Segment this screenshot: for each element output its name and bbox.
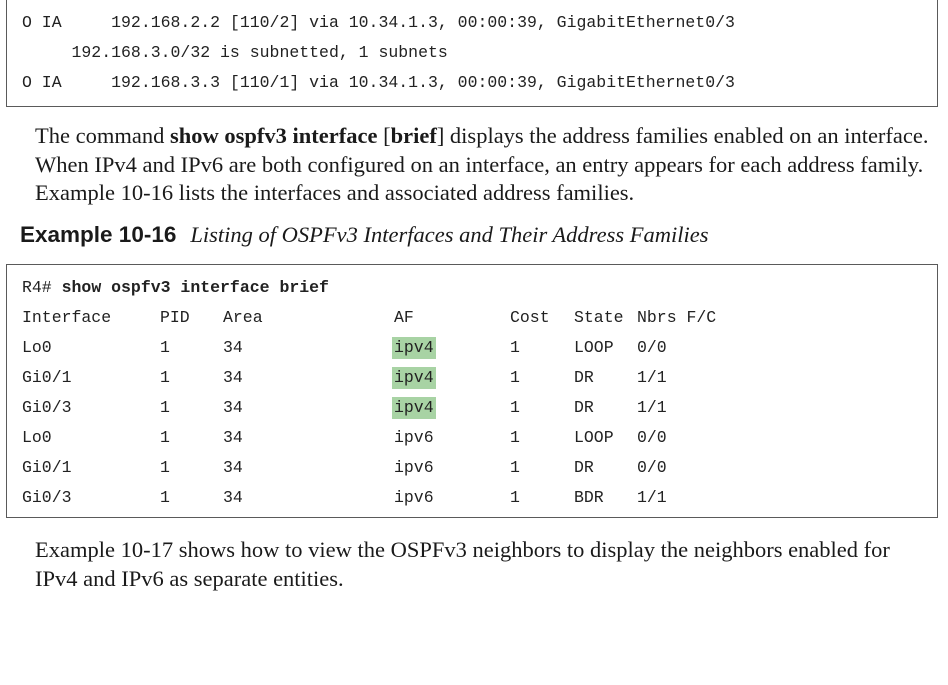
- header-pid: PID: [160, 308, 190, 327]
- cell-interface: Gi0/3: [22, 398, 72, 417]
- command-text: show ospfv3 interface: [169, 123, 378, 148]
- cell-interface: Lo0: [22, 428, 52, 447]
- cell-area: 34: [223, 368, 243, 387]
- table-row: Gi0/3 1 34 ipv4 1 DR 1/1: [22, 397, 922, 419]
- cell-af: ipv6: [394, 488, 434, 507]
- header-af: AF: [394, 308, 414, 327]
- table-row: Gi0/1 1 34 ipv4 1 DR 1/1: [22, 367, 922, 389]
- cell-state: DR: [574, 458, 594, 477]
- cell-nbrs: 1/1: [637, 368, 667, 387]
- cell-nbrs: 0/0: [637, 428, 667, 447]
- table-row: Gi0/3 1 34 ipv6 1 BDR 1/1: [22, 487, 922, 509]
- code-line: O IA 192.168.3.3 [110/1] via 10.34.1.3, …: [22, 73, 735, 92]
- table-row: Lo0 1 34 ipv4 1 LOOP 0/0: [22, 337, 922, 359]
- example-caption: Example 10-16 Listing of OSPFv3 Interface…: [20, 220, 708, 250]
- cell-interface: Lo0: [22, 338, 52, 357]
- table-header-row: Interface PID Area AF Cost State Nbrs F/…: [22, 307, 922, 329]
- cell-interface: Gi0/1: [22, 458, 72, 477]
- cell-nbrs: 1/1: [637, 398, 667, 417]
- cell-nbrs: 0/0: [637, 458, 667, 477]
- cell-nbrs: 0/0: [637, 338, 667, 357]
- cell-cost: 1: [510, 488, 520, 507]
- cell-area: 34: [223, 428, 243, 447]
- command-line: R4# show ospfv3 interface brief: [22, 277, 329, 299]
- cell-cost: 1: [510, 368, 520, 387]
- cell-cost: 1: [510, 428, 520, 447]
- cell-pid: 1: [160, 458, 170, 477]
- command: show ospfv3 interface brief: [61, 278, 329, 297]
- cell-cost: 1: [510, 338, 520, 357]
- cell-af: ipv6: [394, 458, 434, 477]
- cell-cost: 1: [510, 398, 520, 417]
- header-state: State: [574, 308, 624, 327]
- cell-state: LOOP: [574, 428, 614, 447]
- code-line: 192.168.3.0/32 is subnetted, 1 subnets: [22, 43, 448, 62]
- cell-pid: 1: [160, 428, 170, 447]
- cell-area: 34: [223, 488, 243, 507]
- cell-interface: Gi0/1: [22, 368, 72, 387]
- cell-state: DR: [574, 398, 594, 417]
- prompt: R4#: [22, 278, 62, 297]
- cell-state: BDR: [574, 488, 604, 507]
- body-paragraph: The command show ospfv3 interface [brief…: [35, 122, 935, 208]
- cell-af-highlighted: ipv4: [392, 367, 436, 389]
- cell-pid: 1: [160, 488, 170, 507]
- cell-pid: 1: [160, 368, 170, 387]
- cell-af-highlighted: ipv4: [392, 337, 436, 359]
- cell-af: ipv6: [394, 428, 434, 447]
- cell-pid: 1: [160, 338, 170, 357]
- header-area: Area: [223, 308, 263, 327]
- cell-pid: 1: [160, 398, 170, 417]
- cell-nbrs: 1/1: [637, 488, 667, 507]
- example-title: Listing of OSPFv3 Interfaces and Their A…: [190, 222, 709, 247]
- code-excerpt-routes: O IA 192.168.2.2 [110/2] via 10.34.1.3, …: [6, 0, 938, 107]
- cell-af-highlighted: ipv4: [392, 397, 436, 419]
- example-label: Example 10-16: [20, 222, 177, 247]
- body-paragraph: Example 10-17 shows how to view the OSPF…: [35, 537, 890, 591]
- cell-state: LOOP: [574, 338, 614, 357]
- code-line: O IA 192.168.2.2 [110/2] via 10.34.1.3, …: [22, 13, 735, 32]
- cell-state: DR: [574, 368, 594, 387]
- cell-interface: Gi0/3: [22, 488, 72, 507]
- table-row: Gi0/1 1 34 ipv6 1 DR 0/0: [22, 457, 922, 479]
- para-text: [: [377, 123, 391, 148]
- header-cost: Cost: [510, 308, 550, 327]
- option-text: brief: [390, 123, 437, 148]
- header-interface: Interface: [22, 308, 112, 327]
- para-text: The command: [35, 123, 170, 148]
- cell-area: 34: [223, 398, 243, 417]
- example-code-box: R4# show ospfv3 interface brief Interfac…: [6, 264, 938, 518]
- para-text: ] displays the address families enabled …: [35, 123, 929, 205]
- cell-area: 34: [223, 338, 243, 357]
- cell-cost: 1: [510, 458, 520, 477]
- header-nbrs: Nbrs F/C: [637, 308, 717, 327]
- cell-area: 34: [223, 458, 243, 477]
- table-row: Lo0 1 34 ipv6 1 LOOP 0/0: [22, 427, 922, 449]
